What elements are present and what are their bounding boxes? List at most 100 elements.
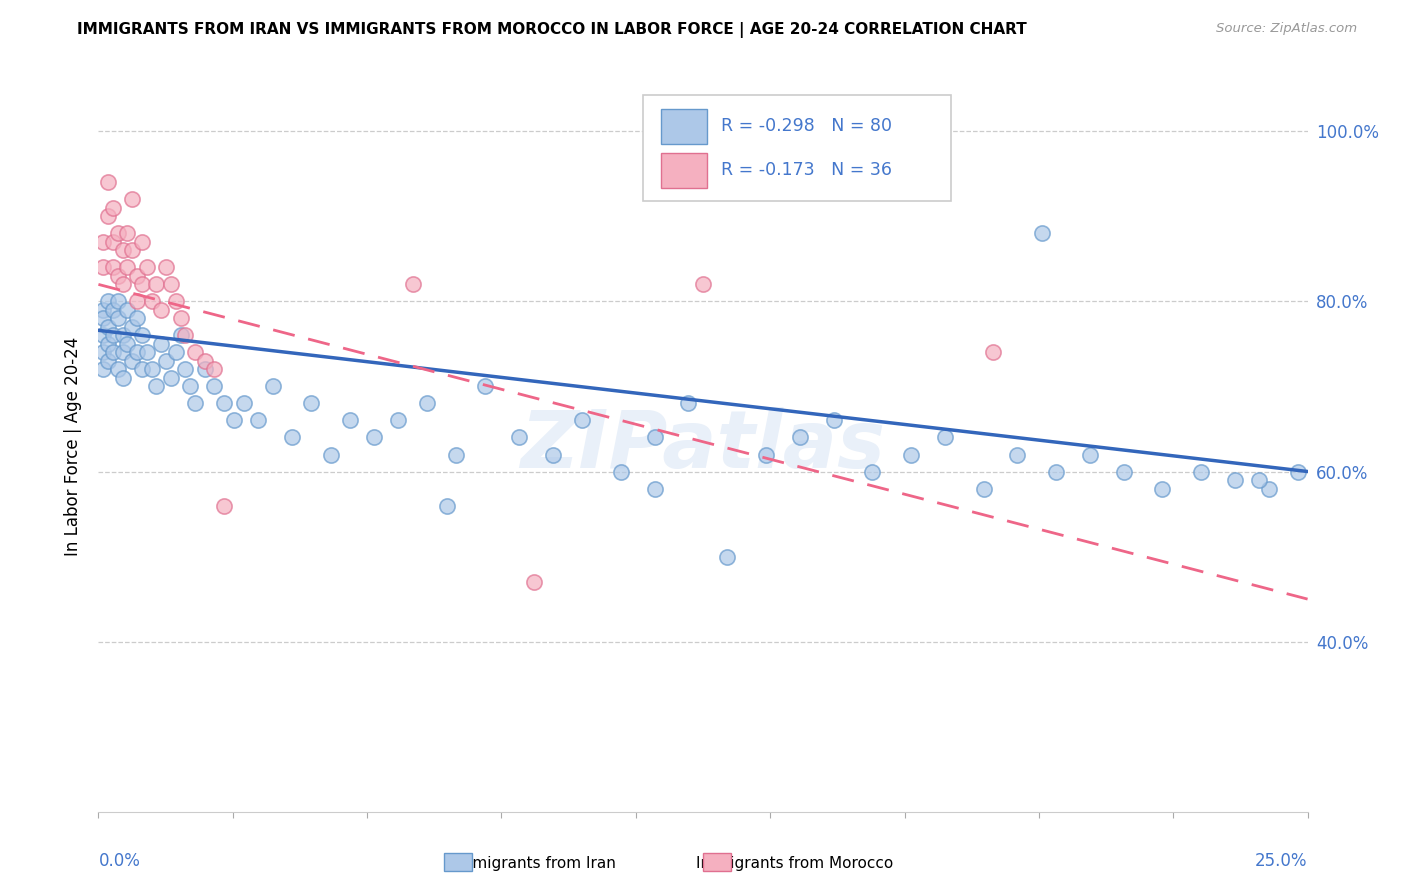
Point: [204, 379, 226, 393]
Point: [1031, 227, 1053, 241]
Point: [169, 328, 191, 343]
Point: [121, 192, 143, 206]
Point: [1152, 482, 1174, 496]
Point: [194, 362, 217, 376]
Point: [101, 302, 124, 317]
Point: [860, 465, 883, 479]
Text: R = -0.173   N = 36: R = -0.173 N = 36: [721, 161, 893, 179]
Point: [101, 235, 124, 249]
Point: [117, 302, 139, 317]
Point: [131, 362, 153, 376]
Point: [117, 337, 139, 351]
Point: [111, 371, 134, 385]
Point: [571, 413, 593, 427]
Point: [155, 260, 177, 275]
Point: [145, 277, 167, 292]
Point: [160, 277, 183, 292]
Point: [107, 268, 129, 283]
Point: [101, 328, 124, 343]
Point: [150, 337, 173, 351]
Text: ZIPatlas: ZIPatlas: [520, 407, 886, 485]
Point: [363, 430, 385, 444]
FancyBboxPatch shape: [661, 109, 707, 144]
Point: [131, 328, 153, 343]
Point: [1223, 473, 1246, 487]
Point: [281, 430, 304, 444]
Point: [436, 499, 458, 513]
Point: [474, 379, 496, 393]
Point: [121, 320, 143, 334]
Point: [1189, 465, 1212, 479]
Point: [91, 328, 114, 343]
Text: Immigrants from Morocco: Immigrants from Morocco: [696, 856, 893, 871]
Point: [135, 345, 157, 359]
Point: [212, 499, 235, 513]
Point: [212, 396, 235, 410]
Point: [1286, 465, 1309, 479]
Point: [1112, 465, 1135, 479]
Point: [107, 362, 129, 376]
Point: [184, 396, 207, 410]
Point: [91, 235, 114, 249]
Point: [1045, 465, 1067, 479]
Point: [204, 362, 226, 376]
Point: [91, 362, 114, 376]
Point: [141, 294, 163, 309]
Point: [101, 201, 124, 215]
Point: [416, 396, 439, 410]
Point: [169, 311, 191, 326]
Point: [232, 396, 254, 410]
Point: [823, 413, 845, 427]
Point: [262, 379, 284, 393]
Point: [610, 465, 633, 479]
Point: [387, 413, 409, 427]
Point: [194, 354, 217, 368]
Point: [91, 345, 114, 359]
Point: [127, 311, 149, 326]
Point: [155, 354, 177, 368]
Point: [299, 396, 322, 410]
Point: [121, 354, 143, 368]
Point: [111, 345, 134, 359]
Point: [900, 448, 922, 462]
Point: [97, 320, 120, 334]
Point: [97, 210, 120, 224]
Point: [127, 294, 149, 309]
Point: [131, 235, 153, 249]
Point: [107, 227, 129, 241]
Text: Immigrants from Iran: Immigrants from Iran: [453, 856, 616, 871]
Point: [165, 294, 187, 309]
Point: [174, 328, 197, 343]
Point: [973, 482, 995, 496]
Point: [91, 260, 114, 275]
Point: [179, 379, 201, 393]
Point: [127, 268, 149, 283]
Point: [692, 277, 714, 292]
Point: [165, 345, 187, 359]
Text: Source: ZipAtlas.com: Source: ZipAtlas.com: [1216, 22, 1357, 36]
Y-axis label: In Labor Force | Age 20-24: In Labor Force | Age 20-24: [63, 336, 82, 556]
Point: [981, 345, 1004, 359]
Point: [91, 311, 114, 326]
Point: [150, 302, 173, 317]
Point: [644, 430, 666, 444]
Point: [755, 448, 778, 462]
Point: [1257, 482, 1279, 496]
Point: [91, 302, 114, 317]
Point: [644, 482, 666, 496]
Point: [789, 430, 811, 444]
Point: [117, 227, 139, 241]
Point: [97, 294, 120, 309]
Text: IMMIGRANTS FROM IRAN VS IMMIGRANTS FROM MOROCCO IN LABOR FORCE | AGE 20-24 CORRE: IMMIGRANTS FROM IRAN VS IMMIGRANTS FROM …: [77, 22, 1026, 38]
Point: [111, 328, 134, 343]
Point: [131, 277, 153, 292]
Point: [127, 345, 149, 359]
Point: [184, 345, 207, 359]
Point: [446, 448, 468, 462]
Point: [121, 244, 143, 258]
FancyBboxPatch shape: [661, 153, 707, 188]
Point: [141, 362, 163, 376]
Text: 0.0%: 0.0%: [98, 852, 141, 870]
Point: [101, 260, 124, 275]
Point: [402, 277, 425, 292]
